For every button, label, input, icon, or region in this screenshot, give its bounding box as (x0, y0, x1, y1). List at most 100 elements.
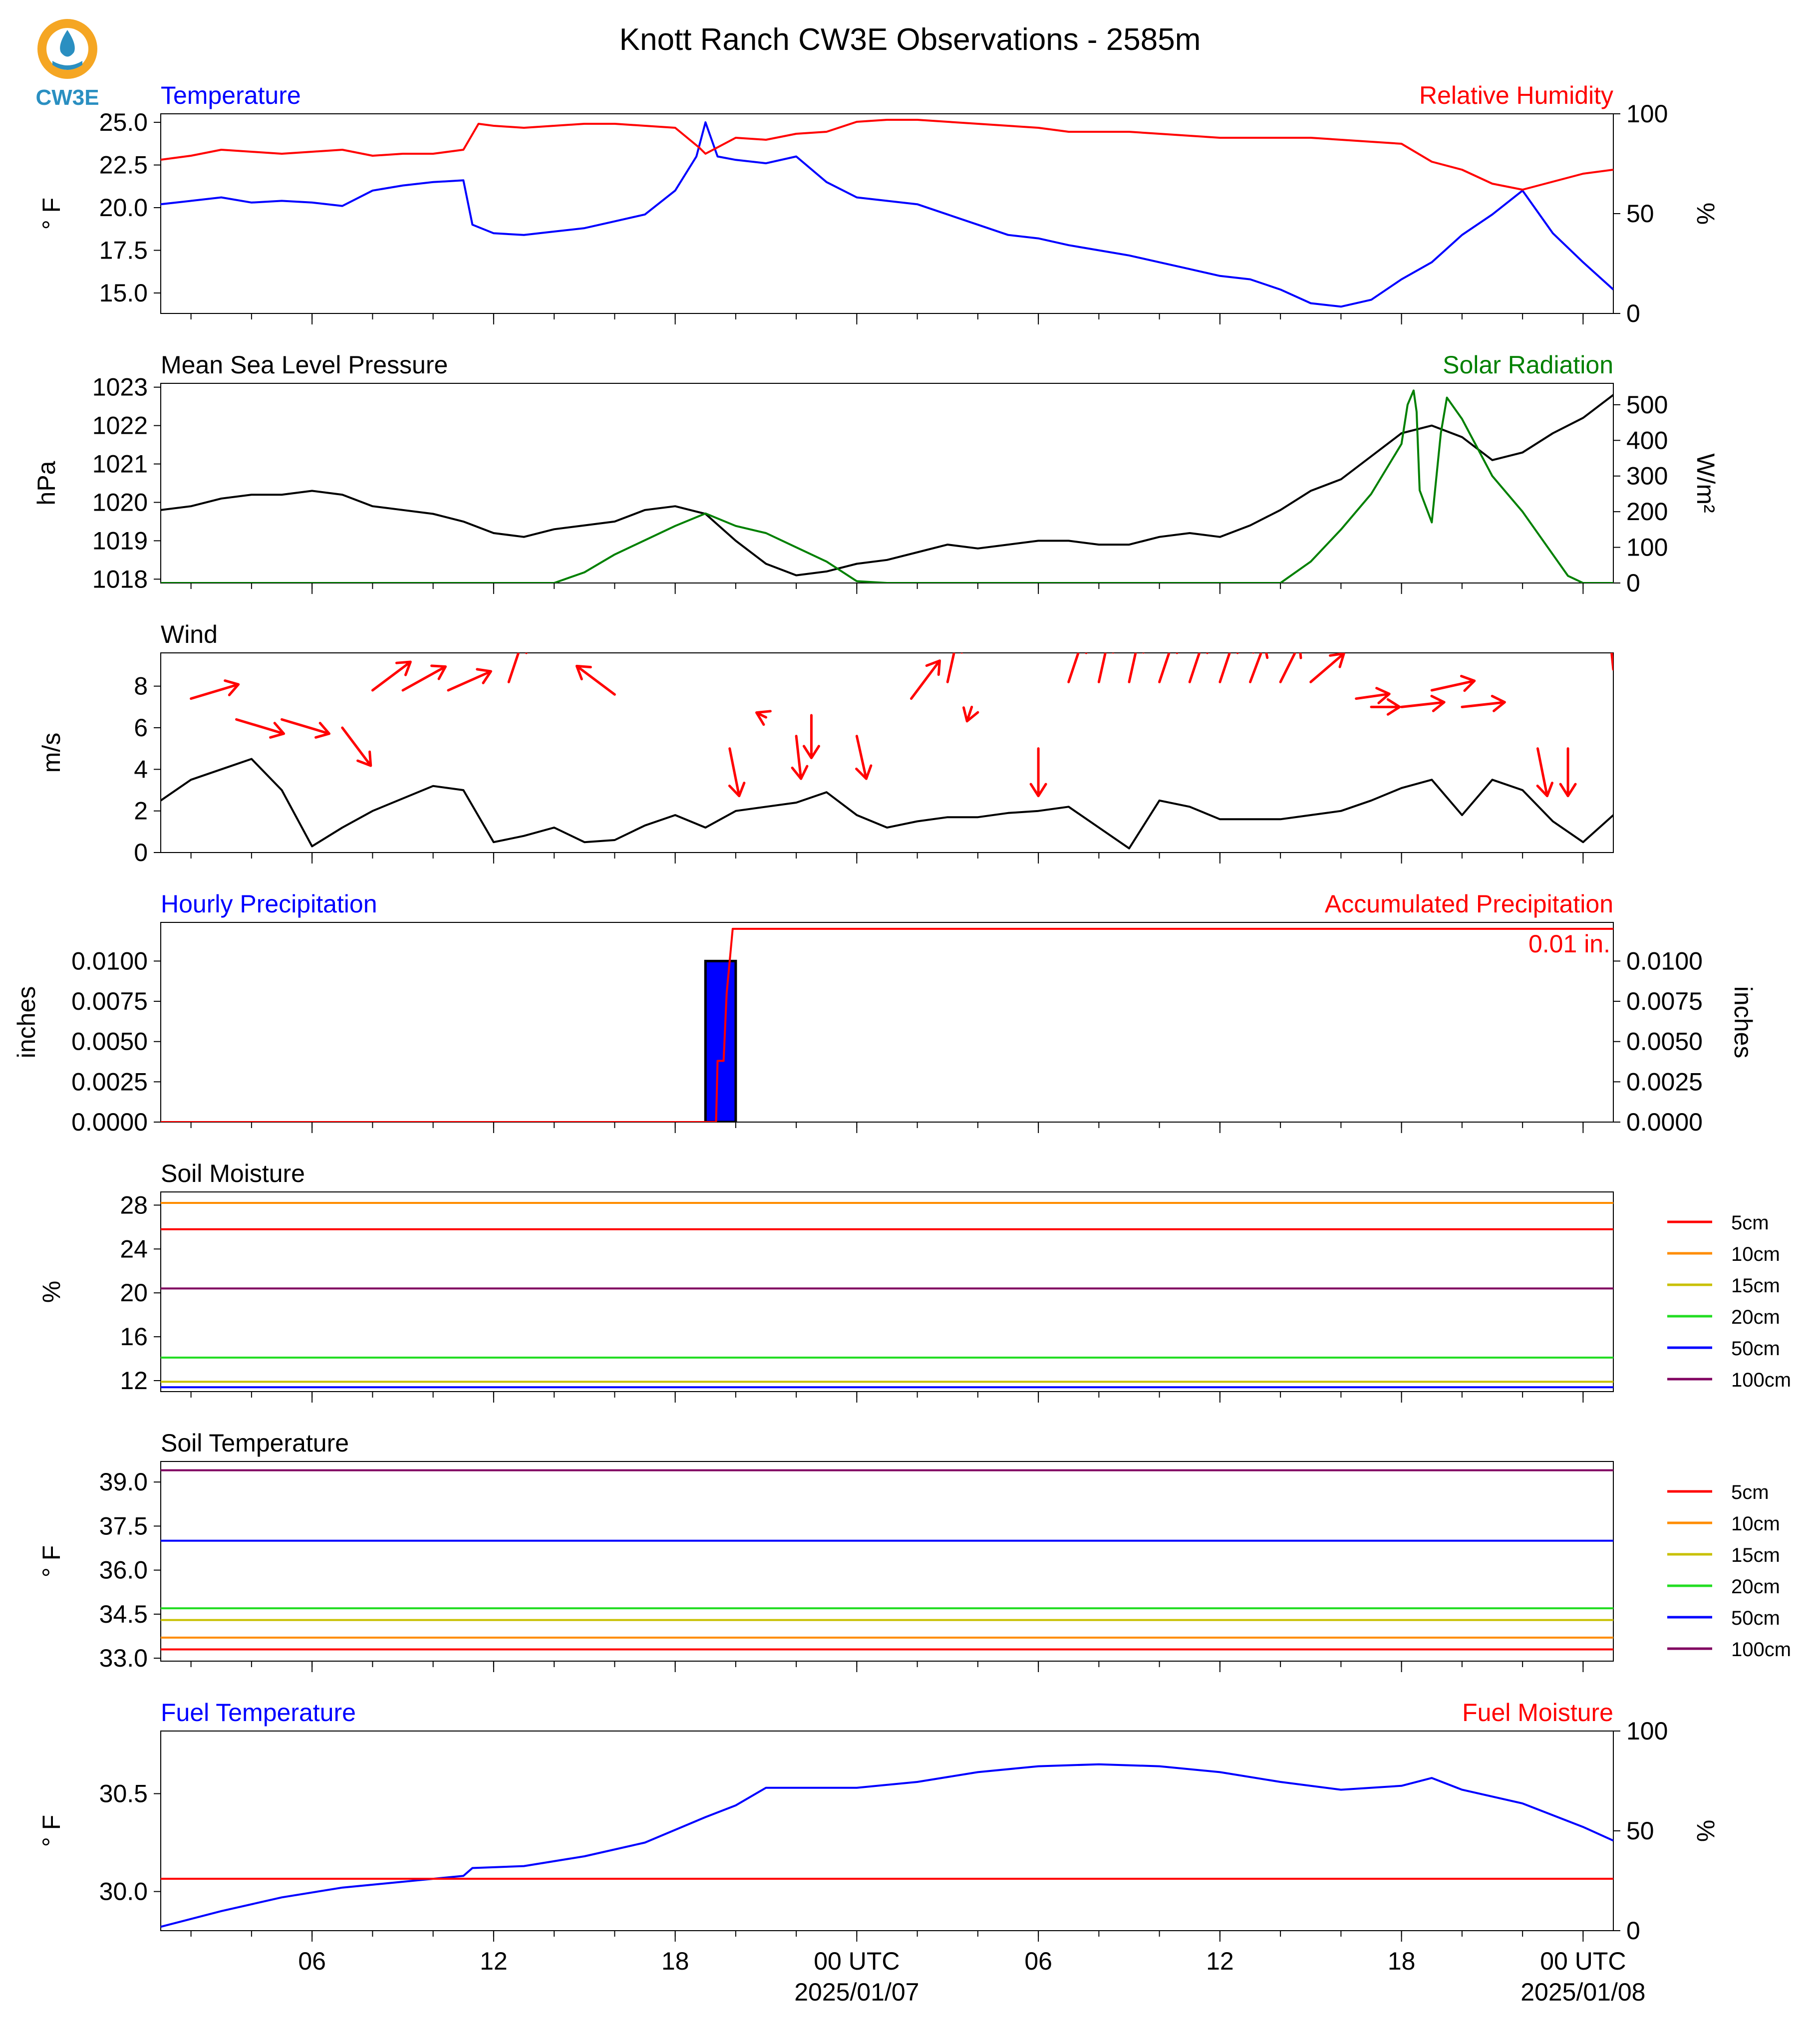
y-tick-label: 24 (120, 1235, 148, 1263)
y-tick-label: 30.5 (99, 1779, 148, 1807)
figure-title: Knott Ranch CW3E Observations - 2585m (619, 22, 1201, 57)
plot-area (161, 1469, 1613, 1651)
y-tick-label-right: 0.0025 (1626, 1068, 1703, 1096)
y-tick-label-right: 0.0100 (1626, 947, 1703, 975)
panel-title-left: Hourly Precipitation (161, 890, 377, 918)
y-tick-label-right: 0 (1626, 1917, 1640, 1945)
y-tick-label: 1019 (92, 527, 148, 555)
y-tick-label: 12 (120, 1367, 148, 1395)
y-tick-label: 1021 (92, 450, 148, 478)
wind-arrow (235, 718, 286, 739)
panel-title-right: Fuel Moisture (1462, 1699, 1613, 1727)
wind-arrow (1097, 653, 1115, 683)
wind-arrow (802, 714, 820, 759)
panel-title-left: Soil Moisture (161, 1159, 305, 1187)
y-axis-label-right: % (1692, 203, 1720, 225)
legend-label: 15cm (1731, 1544, 1780, 1566)
x-tick-label: 12 (1206, 1947, 1234, 1975)
plot-area (161, 1202, 1613, 1389)
y-tick-label: 22.5 (99, 151, 148, 179)
wind-arrow (910, 659, 941, 700)
series-line-accumulated-precipitation (161, 927, 1613, 1122)
y-tick-label: 4 (134, 755, 148, 783)
x-tick-label: 12 (480, 1947, 508, 1975)
y-tick-label-right: 100 (1626, 534, 1668, 562)
wind-arrow (1309, 653, 1345, 683)
panel-precip: Hourly Precipitation Accumulated Precipit… (12, 890, 1757, 1136)
wind-arrow (1279, 653, 1302, 683)
wind-arrow (1067, 653, 1088, 683)
y-axis-label-right: % (1692, 1820, 1720, 1842)
y-tick-label: 0.0050 (71, 1028, 148, 1056)
wind-arrow (1029, 747, 1047, 798)
y-tick-label-right: 0.0075 (1626, 987, 1703, 1015)
wind-arrow (341, 726, 372, 767)
wind-arrow (1128, 653, 1145, 683)
wind-arrow (962, 705, 979, 723)
x-tick-label: 06 (1024, 1947, 1052, 1975)
y-tick-label-right: 300 (1626, 462, 1668, 490)
panel-title-left: Mean Sea Level Pressure (161, 351, 448, 379)
plots: Temperature Relative Humidity15.017.520.0… (12, 81, 1791, 2006)
y-tick-label: 20.0 (99, 194, 148, 222)
y-tick-label: 0.0075 (71, 987, 148, 1015)
wind-arrow (1536, 747, 1554, 798)
y-axis-label: % (37, 1281, 65, 1303)
precip-bar (704, 959, 737, 1122)
wind-arrow (575, 664, 616, 696)
y-tick-label: 1022 (92, 412, 148, 440)
plot-frame (160, 652, 1614, 853)
y-tick-label: 36.0 (99, 1556, 148, 1584)
wind-arrow (1188, 653, 1209, 683)
y-tick-label-right: 100 (1626, 1717, 1668, 1745)
wind-arrow (1461, 695, 1506, 712)
legend-label: 50cm (1731, 1607, 1780, 1629)
y-tick-label: 39.0 (99, 1468, 148, 1496)
y-tick-label: 6 (134, 714, 148, 742)
y-tick-label: 0.0100 (71, 947, 148, 975)
y-tick-label-right: 0 (1626, 299, 1640, 327)
y-tick-label: 0 (134, 839, 148, 867)
y-tick-label-right: 400 (1626, 426, 1668, 454)
panel-title-left: Wind (161, 620, 218, 648)
plot-frame (160, 383, 1614, 583)
x-tick-label: 18 (1388, 1947, 1416, 1975)
y-tick-label: 1020 (92, 488, 148, 516)
panel-soil_moisture: Soil Moisture1216202428%5cm10cm15cm20cm5… (37, 1159, 1791, 1403)
wind-arrow (507, 653, 528, 683)
plot-frame (160, 1191, 1614, 1392)
plot-frame (160, 1461, 1614, 1662)
x-tick-label: 00 UTC (814, 1947, 900, 1975)
panel-title-left: Fuel Temperature (161, 1699, 356, 1727)
plot-area (161, 389, 1613, 583)
plot-area (161, 653, 1613, 850)
legend-label: 50cm (1731, 1338, 1780, 1360)
water-drop-icon (60, 30, 75, 57)
cw3e-logo: CW3E (30, 15, 105, 110)
y-tick-label-right: 100 (1626, 100, 1668, 128)
y-tick-label: 17.5 (99, 237, 148, 265)
y-tick-label-right: 200 (1626, 498, 1668, 526)
panel-soil_temp: Soil Temperature 33.0 34.5 36.0 37.5 39.0 ° F 5… (37, 1429, 1791, 1672)
legend-label: 20cm (1731, 1576, 1780, 1598)
plot-area (161, 119, 1613, 308)
legend-label: 10cm (1731, 1513, 1780, 1535)
panel-title-right: Accumulated Precipitation (1325, 890, 1613, 918)
wind-arrow (1400, 695, 1446, 712)
legend: 5cm 10cm 15cm 20cm 50cm 100cm (1667, 1212, 1791, 1391)
wind-arrow (946, 653, 963, 683)
y-tick-label: 20 (120, 1279, 148, 1307)
y-tick-label: 30.0 (99, 1878, 148, 1906)
y-tick-label-right: 0.0000 (1626, 1108, 1703, 1136)
legend-label: 10cm (1731, 1243, 1780, 1265)
panel-title-right: Relative Humidity (1419, 81, 1613, 109)
series-line-fuel-temperature (161, 1763, 1613, 1928)
legend-label: 100cm (1731, 1369, 1791, 1391)
wind-arrow (728, 747, 746, 798)
y-axis-label: ° F (37, 1545, 65, 1577)
panel-temperature: Temperature Relative Humidity 15.0 17.5 20.0… (37, 81, 1720, 327)
series-line-relative-humidity (161, 119, 1613, 191)
wind-arrow (1355, 687, 1391, 704)
y-tick-label: 1023 (92, 373, 148, 401)
